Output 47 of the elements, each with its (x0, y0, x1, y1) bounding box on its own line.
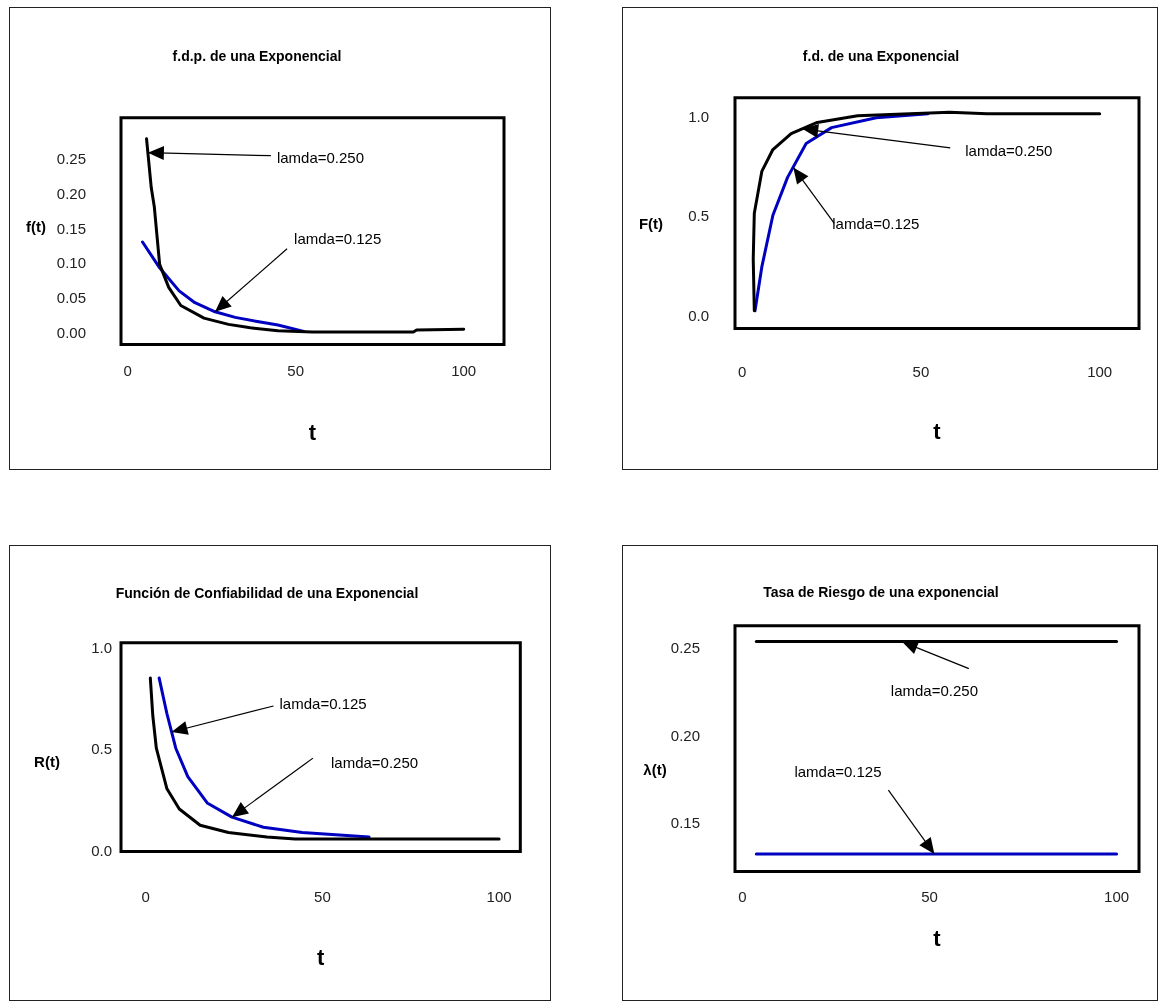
annotation: lamda=0.250 (276, 148, 365, 166)
annotation: lamda=0.250 (965, 141, 1053, 159)
y-axis-title: λ(t) (643, 760, 667, 778)
y-tick-label: 0.00 (56, 324, 86, 342)
annotation: lamda=0.250 (330, 754, 419, 772)
y-tick-label: 0.15 (670, 814, 700, 832)
y-tick-label: 0.0 (91, 841, 112, 859)
x-tick-label: 50 (921, 887, 938, 905)
y-tick-label: 0.25 (56, 149, 86, 167)
x-axis-title: t (933, 925, 942, 951)
chart-title: Tasa de Riesgo de una exponencial (763, 584, 999, 601)
x-tick-label: 0 (738, 887, 747, 905)
y-axis-title: F(t) (638, 214, 664, 232)
x-tick-label: 50 (912, 362, 930, 380)
chart-title: f.d. de una Exponencial (802, 48, 960, 65)
chart-title: f.d.p. de una Exponencial (172, 48, 342, 65)
annotation: lamda=0.250 (890, 681, 978, 699)
y-tick-label: 1.0 (688, 107, 709, 125)
x-tick-label: 100 (451, 361, 477, 379)
y-tick-label: 0.5 (688, 207, 709, 225)
annotation: lamda=0.125 (794, 763, 882, 781)
y-tick-label: 0.5 (91, 740, 112, 758)
x-tick-label: 100 (486, 887, 512, 905)
x-axis-title: t (308, 419, 317, 445)
annotation: lamda=0.125 (294, 229, 382, 247)
x-tick-label: 50 (287, 361, 305, 379)
chart-title: Función de Confiabilidad de una Exponencial (115, 585, 419, 602)
y-axis-title: R(t) (34, 752, 60, 770)
y-tick-label: 0.15 (56, 219, 86, 237)
y-tick-label: 0.20 (670, 726, 700, 744)
x-axis-title: t (316, 944, 325, 970)
y-tick-label: 0.20 (56, 184, 86, 202)
x-tick-label: 100 (1087, 362, 1113, 380)
y-tick-label: 1.0 (91, 639, 112, 657)
y-axis-title: f(t) (26, 217, 46, 235)
x-tick-label: 0 (123, 361, 132, 379)
x-tick-label: 50 (314, 887, 331, 905)
y-tick-label: 0.05 (56, 289, 86, 307)
x-tick-label: 100 (1104, 887, 1130, 905)
y-tick-label: 0.25 (670, 638, 700, 656)
y-tick-label: 0.10 (56, 254, 86, 272)
annotation: lamda=0.125 (279, 695, 367, 713)
x-tick-label: 0 (141, 887, 150, 905)
y-tick-label: 0.0 (688, 306, 709, 324)
x-axis-title: t (933, 418, 942, 444)
x-tick-label: 0 (737, 362, 747, 380)
annotation: lamda=0.125 (832, 214, 920, 232)
